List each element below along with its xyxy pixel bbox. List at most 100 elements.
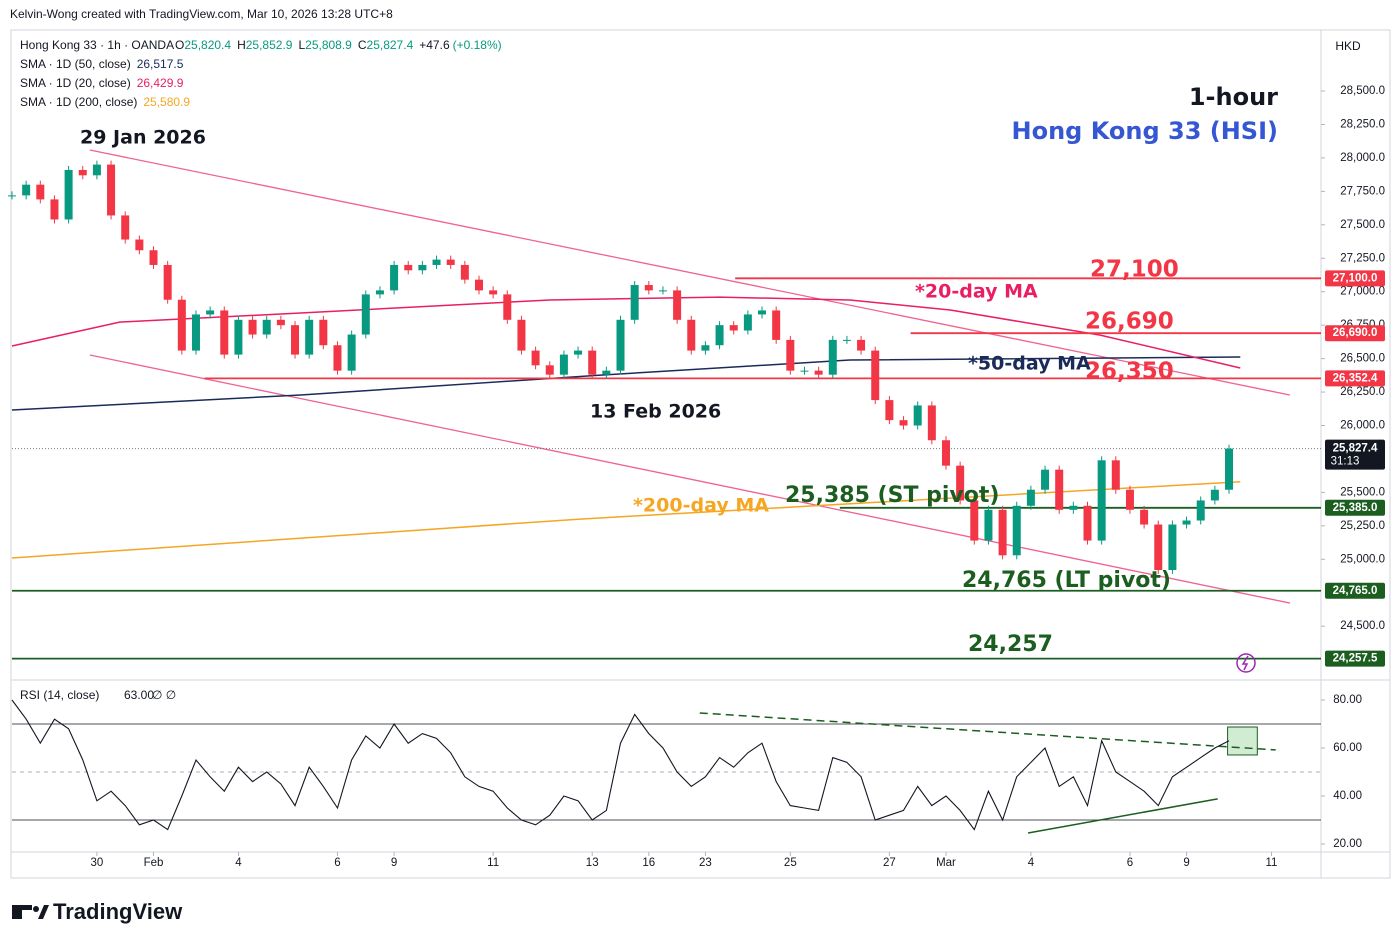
y-tick-label: 27,000.0 <box>1340 286 1385 298</box>
timeframe-title: 1-hour <box>1189 83 1278 111</box>
candle <box>559 354 568 375</box>
quote-value: (+0.18%) <box>453 38 502 52</box>
x-tick-label: 6 <box>1127 857 1133 869</box>
candle <box>78 169 87 176</box>
moving-average <box>11 480 1241 559</box>
x-tick-label: Feb <box>144 857 164 869</box>
y-tick-label: 40.00 <box>1333 790 1362 802</box>
annotation: *20-day MA <box>915 281 1038 303</box>
candle <box>885 400 894 421</box>
candle <box>842 339 851 341</box>
candle <box>1026 489 1035 506</box>
candle <box>22 184 31 196</box>
annotation: *200-day MA <box>633 495 769 517</box>
x-tick-label: 4 <box>235 857 242 869</box>
candle <box>545 365 554 375</box>
candle <box>984 509 993 541</box>
y-tick-label: 28,000.0 <box>1340 152 1385 164</box>
candle <box>149 250 158 265</box>
candle <box>333 345 342 371</box>
x-tick-label: Mar <box>936 857 956 869</box>
candle <box>432 259 441 265</box>
level-label-bg <box>1325 499 1385 516</box>
level-label: 25,385.0 <box>1333 502 1378 514</box>
candle <box>474 279 483 291</box>
alert-icon[interactable] <box>1236 653 1256 673</box>
candle <box>715 325 724 346</box>
quote-value: 25,820.4 <box>184 38 231 52</box>
candle <box>1182 520 1191 525</box>
annotation: 26,690 <box>1085 309 1174 335</box>
candle <box>899 420 908 426</box>
x-tick-label: 9 <box>1183 857 1189 869</box>
candle <box>418 264 427 271</box>
annotation: 26,350 <box>1085 359 1174 385</box>
candle <box>729 325 738 331</box>
annotation: 24,765 (LT pivot) <box>962 568 1171 593</box>
candle <box>1125 489 1134 510</box>
annotation: 25,385 (ST pivot) <box>785 483 999 508</box>
x-tick-label: 30 <box>91 857 104 869</box>
candle <box>941 440 950 466</box>
candle <box>460 264 469 280</box>
candle <box>687 319 696 351</box>
y-tick-label: 80.00 <box>1333 694 1362 706</box>
currency: HKD <box>1335 39 1361 53</box>
candle <box>220 310 229 355</box>
annotation: 29 Jan 2026 <box>80 127 206 149</box>
highlight-box <box>1227 726 1258 756</box>
candle <box>206 310 215 315</box>
countdown: 31:13 <box>1331 456 1360 468</box>
candle <box>36 184 45 200</box>
logo-mark <box>12 905 32 910</box>
x-tick-label: 13 <box>586 857 599 869</box>
level-label-bg <box>1325 270 1385 287</box>
y-tick-label: 27,750.0 <box>1340 185 1385 197</box>
legend-label: SMA · 1D (200, close) <box>20 95 137 109</box>
x-tick-label: 27 <box>883 857 896 869</box>
quote-label: O <box>175 38 184 52</box>
candle <box>800 370 809 372</box>
quote-value: 25,852.9 <box>246 38 293 52</box>
candle <box>347 334 356 371</box>
x-tick-label: 9 <box>391 857 397 869</box>
annotation: 24,257 <box>968 632 1053 657</box>
y-tick-label: 60.00 <box>1333 742 1362 754</box>
credit: Kelvin-Wong created with TradingView.com… <box>10 7 393 21</box>
candle <box>630 285 639 320</box>
candle <box>1055 469 1064 510</box>
quote-value: 25,808.9 <box>305 38 352 52</box>
level-label: 27,100.0 <box>1333 272 1378 284</box>
candle <box>1196 500 1205 521</box>
candle <box>701 345 710 351</box>
candle <box>927 405 936 441</box>
candle <box>291 325 300 355</box>
candle <box>786 339 795 371</box>
candle <box>8 195 16 197</box>
level-label-bg <box>1325 325 1385 342</box>
candle <box>135 239 144 251</box>
y-tick-label: 28,500.0 <box>1340 85 1385 97</box>
candle <box>121 215 130 240</box>
candle <box>574 350 583 355</box>
level-label: 24,257.5 <box>1333 653 1378 665</box>
candle <box>305 319 314 355</box>
x-tick-label: 11 <box>487 857 499 869</box>
candle <box>772 310 781 340</box>
y-tick-label: 26,000.0 <box>1340 420 1385 432</box>
rsi-extra: ∅ ∅ <box>152 688 176 702</box>
candle <box>375 290 384 295</box>
quote-label: C <box>358 38 367 52</box>
x-tick-label: 16 <box>642 857 655 869</box>
candle <box>1111 460 1120 490</box>
legend-value: 26,517.5 <box>137 57 184 71</box>
candle <box>970 500 979 541</box>
x-tick-label: 25 <box>784 857 797 869</box>
x-tick-label: 4 <box>1028 857 1035 869</box>
y-tick-label: 25,500.0 <box>1340 486 1385 498</box>
candle <box>956 465 965 501</box>
candle <box>361 294 370 335</box>
level-label-bg <box>1325 650 1385 667</box>
candle <box>390 264 399 291</box>
